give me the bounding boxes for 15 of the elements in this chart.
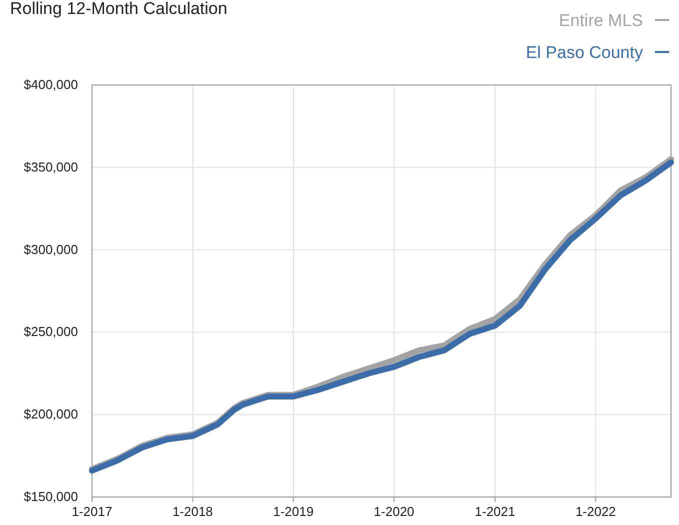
y-tick-label: $200,000 xyxy=(24,406,78,422)
x-tick-label: 1-2019 xyxy=(273,504,314,519)
x-tick-label: 1-2020 xyxy=(374,504,414,519)
legend-label: El Paso County xyxy=(526,43,644,62)
chart-title: Rolling 12-Month Calculation xyxy=(10,0,228,18)
y-tick-label: $250,000 xyxy=(24,324,78,340)
y-tick-label: $400,000 xyxy=(24,77,78,92)
y-tick-label: $300,000 xyxy=(24,242,78,257)
x-tick-label: 1-2018 xyxy=(172,504,213,519)
x-tick-label: 1-2022 xyxy=(575,504,616,519)
x-tick-label: 1-2021 xyxy=(474,504,516,519)
y-tick-label: $150,000 xyxy=(24,489,78,504)
legend-label: Entire MLS xyxy=(558,11,643,30)
x-tick-label: 1-2017 xyxy=(72,504,112,519)
y-tick-label: $350,000 xyxy=(24,159,78,174)
